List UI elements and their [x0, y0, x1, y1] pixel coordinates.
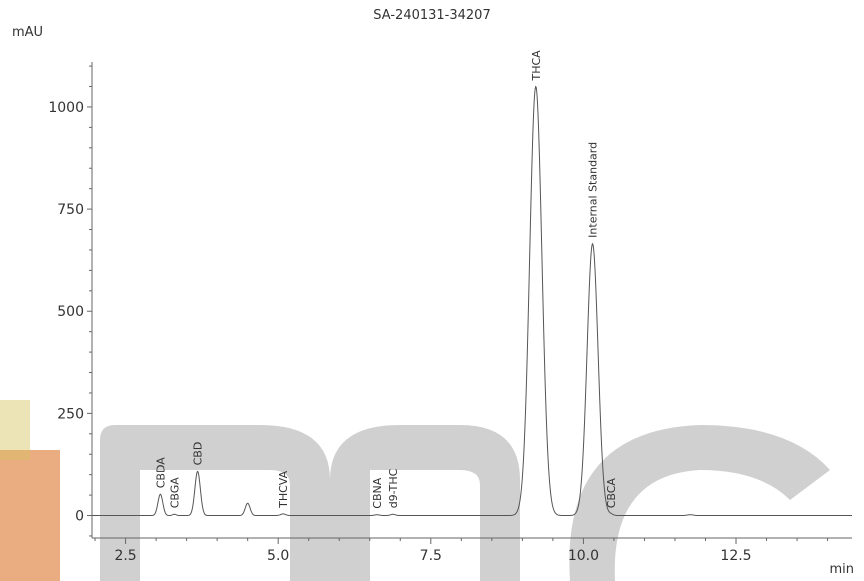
- y-tick-label: 500: [57, 304, 84, 320]
- y-tick-label: 1000: [48, 100, 84, 116]
- peak-label: d9-THC: [387, 468, 400, 508]
- watermark-accent-orange: [0, 450, 60, 581]
- x-tick-label: 7.5: [420, 548, 442, 564]
- x-tick-label: 12.5: [720, 548, 751, 564]
- peak-label: CBGA: [168, 477, 181, 509]
- peak-label: CBCA: [605, 478, 618, 509]
- chart-title: SA-240131-34207: [373, 8, 491, 23]
- peak-label: Internal Standard: [587, 142, 600, 238]
- x-tick-label: 10.0: [568, 548, 599, 564]
- peak-label: CBD: [192, 442, 205, 466]
- x-tick-label: 5.0: [267, 548, 289, 564]
- chromatogram-trace: [92, 85, 852, 517]
- y-tick-label: 750: [57, 202, 84, 218]
- watermark-accent-yellow: [0, 400, 30, 460]
- x-tick-label: 2.5: [114, 548, 136, 564]
- y-tick-label: 250: [57, 406, 84, 422]
- y-tick-label: 0: [75, 509, 84, 525]
- y-axis-label: mAU: [12, 25, 44, 40]
- peak-label: CBDA: [154, 457, 167, 489]
- peak-label: THCVA: [277, 470, 290, 508]
- peak-label: THCA: [530, 50, 543, 82]
- watermark-shape-middle: [330, 425, 520, 581]
- peak-label: CBNA: [371, 477, 384, 508]
- watermark-shape-left: [100, 425, 330, 581]
- watermark-shape-right: [569, 425, 830, 581]
- x-axis-label: min: [829, 562, 854, 577]
